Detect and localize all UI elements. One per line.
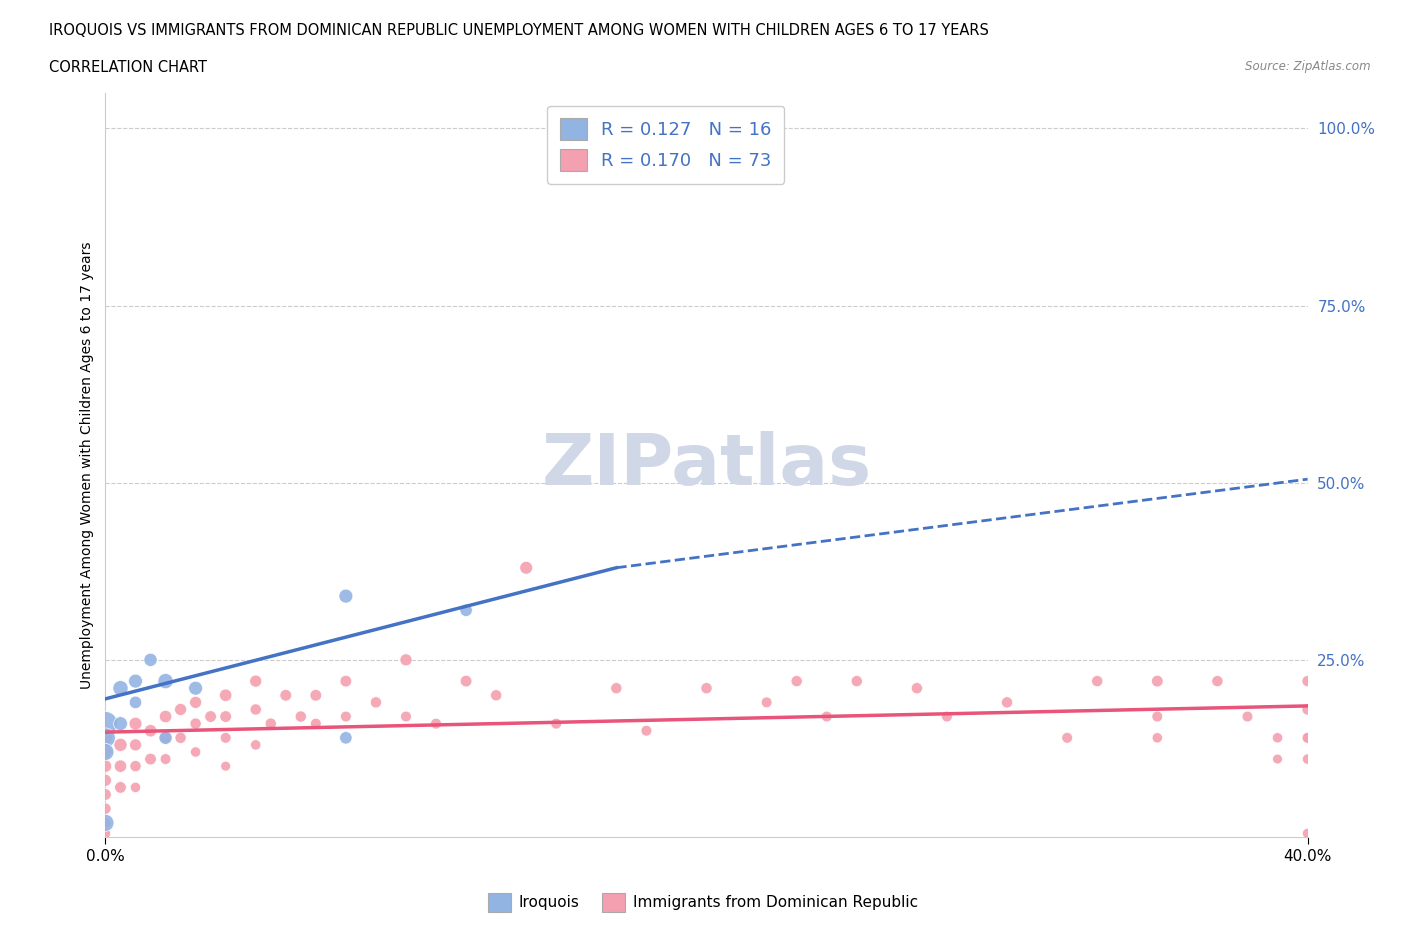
- Point: [1296, 673, 1319, 688]
- Point: [274, 688, 297, 703]
- Point: [94, 716, 117, 731]
- Point: [936, 709, 959, 724]
- Point: [1267, 751, 1289, 766]
- Point: [94, 730, 117, 745]
- Point: [169, 702, 191, 717]
- Point: [155, 673, 177, 688]
- Point: [395, 709, 418, 724]
- Point: [305, 688, 328, 703]
- Point: [1146, 730, 1168, 745]
- Point: [1296, 826, 1319, 841]
- Point: [515, 560, 537, 575]
- Point: [124, 673, 146, 688]
- Text: CORRELATION CHART: CORRELATION CHART: [49, 60, 207, 75]
- Point: [94, 745, 117, 760]
- Point: [335, 709, 357, 724]
- Point: [94, 787, 117, 802]
- Point: [214, 688, 236, 703]
- Point: [139, 653, 162, 668]
- Point: [260, 716, 283, 731]
- Point: [605, 142, 627, 157]
- Point: [124, 716, 146, 731]
- Point: [139, 751, 162, 766]
- Point: [245, 673, 267, 688]
- Point: [905, 681, 928, 696]
- Point: [124, 780, 146, 795]
- Point: [1146, 709, 1168, 724]
- Point: [395, 653, 418, 668]
- Point: [1296, 730, 1319, 745]
- Point: [110, 681, 132, 696]
- Text: IROQUOIS VS IMMIGRANTS FROM DOMINICAN REPUBLIC UNEMPLOYMENT AMONG WOMEN WITH CHI: IROQUOIS VS IMMIGRANTS FROM DOMINICAN RE…: [49, 23, 988, 38]
- Point: [110, 759, 132, 774]
- Point: [94, 730, 117, 745]
- Point: [94, 773, 117, 788]
- Point: [1146, 673, 1168, 688]
- Point: [94, 816, 117, 830]
- Point: [425, 716, 447, 731]
- Point: [546, 716, 568, 731]
- Point: [110, 716, 132, 731]
- Point: [214, 759, 236, 774]
- Point: [124, 695, 146, 710]
- Point: [94, 759, 117, 774]
- Point: [335, 673, 357, 688]
- Point: [94, 826, 117, 841]
- Point: [755, 695, 778, 710]
- Point: [139, 724, 162, 738]
- Point: [305, 716, 328, 731]
- Point: [94, 745, 117, 760]
- Point: [454, 673, 477, 688]
- Point: [364, 695, 387, 710]
- Text: Source: ZipAtlas.com: Source: ZipAtlas.com: [1246, 60, 1371, 73]
- Point: [1206, 673, 1229, 688]
- Point: [110, 737, 132, 752]
- Point: [94, 802, 117, 817]
- Point: [1296, 702, 1319, 717]
- Point: [1296, 730, 1319, 745]
- Legend: R = 0.127   N = 16, R = 0.170   N = 73: R = 0.127 N = 16, R = 0.170 N = 73: [547, 106, 785, 184]
- Point: [214, 730, 236, 745]
- Point: [124, 737, 146, 752]
- Point: [110, 780, 132, 795]
- Text: ZIPatlas: ZIPatlas: [541, 431, 872, 499]
- Point: [155, 751, 177, 766]
- Point: [184, 681, 207, 696]
- Point: [245, 737, 267, 752]
- Point: [200, 709, 222, 724]
- Point: [786, 673, 808, 688]
- Point: [184, 695, 207, 710]
- Point: [995, 695, 1018, 710]
- Y-axis label: Unemployment Among Women with Children Ages 6 to 17 years: Unemployment Among Women with Children A…: [80, 241, 94, 689]
- Point: [155, 730, 177, 745]
- Point: [169, 730, 191, 745]
- Point: [335, 589, 357, 604]
- Point: [94, 816, 117, 830]
- Point: [1296, 751, 1319, 766]
- Point: [184, 716, 207, 731]
- Point: [1267, 730, 1289, 745]
- Point: [290, 709, 312, 724]
- Point: [636, 724, 658, 738]
- Point: [485, 688, 508, 703]
- Point: [214, 709, 236, 724]
- Point: [1085, 673, 1108, 688]
- Point: [454, 603, 477, 618]
- Point: [124, 759, 146, 774]
- Point: [155, 730, 177, 745]
- Point: [335, 730, 357, 745]
- Point: [1056, 730, 1078, 745]
- Point: [184, 745, 207, 760]
- Point: [696, 681, 718, 696]
- Point: [245, 702, 267, 717]
- Point: [605, 681, 627, 696]
- Point: [815, 709, 838, 724]
- Legend: Iroquois, Immigrants from Dominican Republic: Iroquois, Immigrants from Dominican Repu…: [482, 887, 924, 918]
- Point: [845, 673, 868, 688]
- Point: [1236, 709, 1258, 724]
- Point: [155, 709, 177, 724]
